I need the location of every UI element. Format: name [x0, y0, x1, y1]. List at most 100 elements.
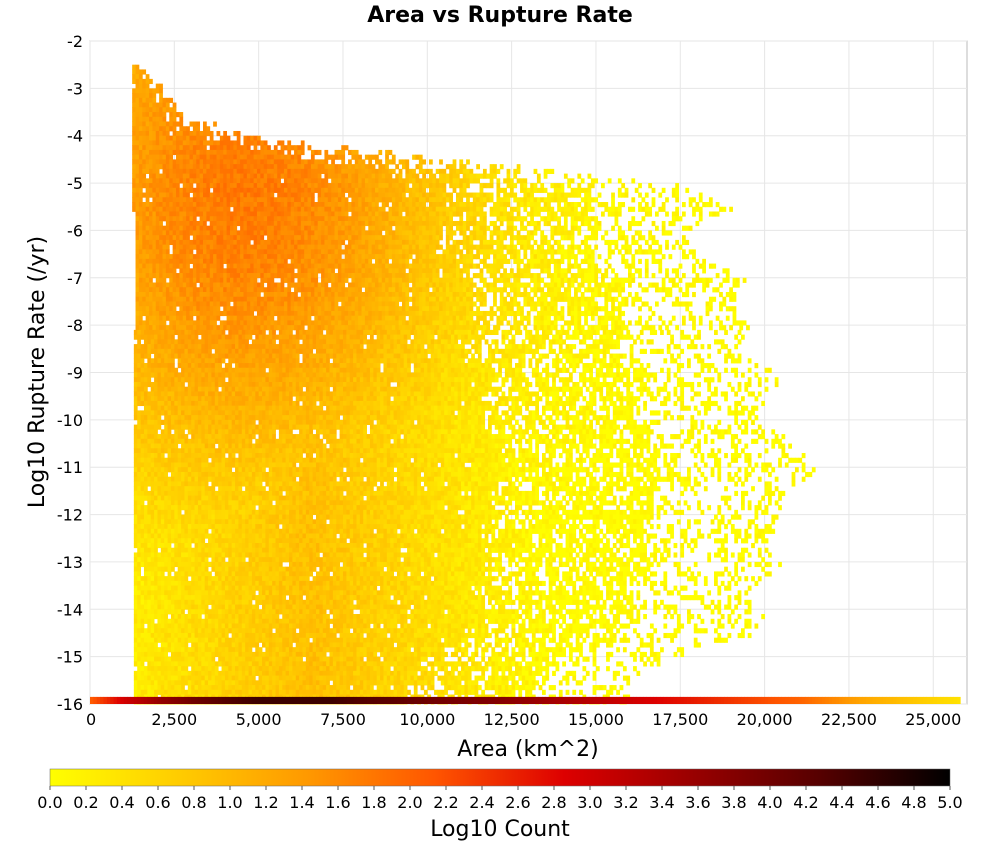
heatmap-cell [331, 178, 335, 183]
heatmap-cell [284, 164, 288, 169]
heatmap-cell [318, 316, 322, 321]
heatmap-cell [446, 259, 450, 264]
heatmap-cell [200, 188, 204, 193]
heatmap-cell [213, 178, 217, 183]
heatmap-cell [169, 178, 173, 183]
heatmap-cell [216, 287, 220, 292]
heatmap-cell [517, 216, 521, 221]
heatmap-cell [240, 211, 244, 216]
heatmap-cell [243, 259, 247, 264]
heatmap-cell [567, 207, 571, 212]
heatmap-cell [227, 188, 231, 193]
heatmap-cell [324, 155, 328, 160]
heatmap-cell [176, 164, 180, 169]
heatmap-cell [196, 207, 200, 212]
heatmap-cell [308, 202, 312, 207]
heatmap-cell [662, 254, 666, 259]
heatmap-cell [243, 316, 247, 321]
heatmap-cell [446, 230, 450, 235]
heatmap-cell [321, 230, 325, 235]
heatmap-cell [297, 235, 301, 240]
heatmap-cell [382, 249, 386, 254]
heatmap-cell [446, 316, 450, 321]
heatmap-cell [328, 268, 332, 273]
heatmap-cell [372, 287, 376, 292]
heatmap-cell [584, 278, 588, 283]
heatmap-cell [250, 159, 254, 164]
heatmap-cell [591, 249, 595, 254]
heatmap-cell [588, 297, 592, 302]
heatmap-cell [240, 306, 244, 311]
heatmap-cell [719, 301, 723, 306]
heatmap-cell [338, 155, 342, 160]
heatmap-cell [378, 245, 382, 250]
heatmap-cell [200, 264, 204, 269]
heatmap-cell [321, 316, 325, 321]
heatmap-cell [176, 202, 180, 207]
heatmap-cell [530, 259, 534, 264]
heatmap-cell [314, 311, 318, 316]
heatmap-cell [544, 268, 548, 273]
heatmap-cell [405, 245, 409, 250]
heatmap-cell [385, 211, 389, 216]
heatmap-cell [426, 193, 430, 198]
heatmap-cell [335, 301, 339, 306]
heatmap-cell [530, 197, 534, 202]
heatmap-cell [254, 197, 258, 202]
heatmap-cell [446, 207, 450, 212]
heatmap-cell [213, 278, 217, 283]
heatmap-cell [163, 197, 167, 202]
heatmap-cell [247, 136, 251, 141]
heatmap-cell [652, 311, 656, 316]
heatmap-cell [250, 306, 254, 311]
heatmap-cell [429, 240, 433, 245]
heatmap-cell [166, 178, 170, 183]
heatmap-cell [405, 183, 409, 188]
heatmap-cell [338, 174, 342, 179]
heatmap-cell [409, 207, 413, 212]
heatmap-cell [216, 188, 220, 193]
heatmap-cell [375, 169, 379, 174]
heatmap-cell [429, 249, 433, 254]
heatmap-cell [523, 301, 527, 306]
heatmap-cell [274, 150, 278, 155]
heatmap-cell [196, 230, 200, 235]
heatmap-cell [216, 140, 220, 145]
heatmap-cell [395, 297, 399, 302]
heatmap-cell [726, 273, 730, 278]
heatmap-cell [405, 259, 409, 264]
heatmap-cell [500, 211, 504, 216]
heatmap-cell [206, 178, 210, 183]
heatmap-cell [281, 207, 285, 212]
heatmap-cell [142, 103, 146, 108]
heatmap-cell [176, 254, 180, 259]
heatmap-cell [392, 155, 396, 160]
heatmap-cell [267, 230, 271, 235]
heatmap-cell [368, 188, 372, 193]
heatmap-cell [510, 193, 514, 198]
heatmap-cell [466, 202, 470, 207]
heatmap-cell [304, 230, 308, 235]
heatmap-cell [419, 221, 423, 226]
heatmap-cell [132, 202, 136, 207]
heatmap-cell [631, 197, 635, 202]
heatmap-cell [571, 188, 575, 193]
heatmap-cell [554, 268, 558, 273]
heatmap-cell [190, 183, 194, 188]
heatmap-cell [534, 207, 538, 212]
heatmap-cell [584, 211, 588, 216]
heatmap-cell [439, 211, 443, 216]
heatmap-cell [260, 273, 264, 278]
heatmap-cell [247, 311, 251, 316]
heatmap-cell [554, 216, 558, 221]
heatmap-cell [152, 169, 156, 174]
heatmap-cell [179, 278, 183, 283]
heatmap-cell [446, 278, 450, 283]
heatmap-cell [260, 240, 264, 245]
heatmap-cell [324, 249, 328, 254]
heatmap-cell [611, 316, 615, 321]
heatmap-cell [260, 221, 264, 226]
heatmap-cell [412, 301, 416, 306]
heatmap-cell [496, 268, 500, 273]
heatmap-cell [392, 249, 396, 254]
